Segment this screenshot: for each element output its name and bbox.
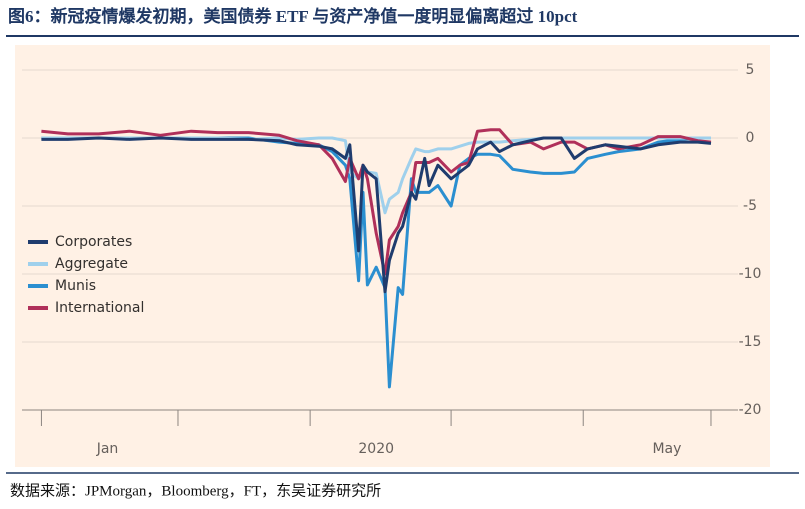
legend-label: International <box>55 300 144 316</box>
y-tick-label: -5 <box>743 198 757 214</box>
x-tick-label: May <box>652 441 681 457</box>
legend-label: Aggregate <box>55 256 128 272</box>
chart-title: 图6：新冠疫情爆发初期，美国债券 ETF 与资产净值一度明显偏离超过 10pct <box>8 6 578 26</box>
series-line <box>41 128 712 276</box>
source-note: 数据来源：JPMorgan，Bloomberg，FT，东吴证券研究所 <box>10 482 381 499</box>
series-line <box>41 136 712 294</box>
y-tick-label: -15 <box>739 334 762 350</box>
y-tick-label: -10 <box>739 266 762 282</box>
y-tick-label: 5 <box>746 62 755 78</box>
legend-label: Munis <box>55 278 96 294</box>
plot-background <box>15 45 770 467</box>
x-tick-label: 2020 <box>358 441 394 457</box>
y-tick-label: 0 <box>746 130 755 146</box>
y-tick-label: -20 <box>739 402 762 418</box>
legend-label: Corporates <box>55 234 132 250</box>
x-tick-label: Jan <box>96 441 119 457</box>
